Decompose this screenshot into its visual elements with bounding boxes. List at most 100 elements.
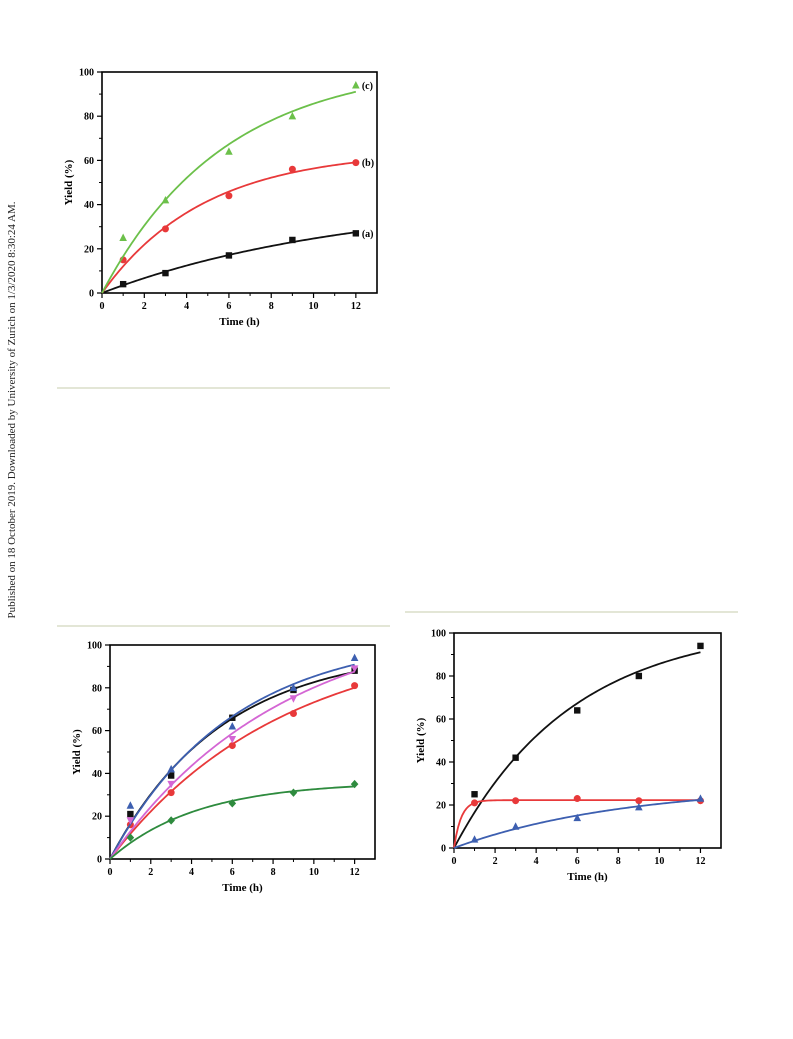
data-point xyxy=(126,801,135,809)
data-point xyxy=(289,236,296,244)
data-point xyxy=(573,795,581,803)
x-axis-label: Time (h) xyxy=(219,316,260,328)
series-line xyxy=(109,670,355,860)
x-tick-label: 4 xyxy=(184,301,189,312)
data-point xyxy=(161,225,169,233)
data-point xyxy=(126,817,135,825)
data-point xyxy=(350,665,359,673)
x-tick-label: 6 xyxy=(575,856,580,867)
data-point xyxy=(635,672,643,680)
x-tick-label: 0 xyxy=(452,856,457,867)
y-tick-label: 40 xyxy=(436,758,446,769)
data-point xyxy=(288,165,296,173)
x-axis-label: Time (h) xyxy=(222,882,263,894)
data-point xyxy=(352,230,360,237)
y-tick-label: 0 xyxy=(441,844,446,855)
y-tick-label: 80 xyxy=(84,112,94,123)
x-tick-label: 8 xyxy=(269,301,274,312)
data-point xyxy=(573,813,582,822)
x-tick-label: 12 xyxy=(350,867,360,878)
series-line xyxy=(101,161,356,294)
data-point xyxy=(225,252,233,259)
data-point xyxy=(228,722,237,730)
data-point xyxy=(167,764,175,773)
series-label: (a) xyxy=(362,229,374,240)
data-point xyxy=(471,799,479,807)
x-tick-label: 2 xyxy=(148,867,153,878)
x-tick-label: 0 xyxy=(100,301,105,312)
y-axis-label: Yield (%) xyxy=(415,717,427,763)
data-point xyxy=(167,780,175,789)
data-point xyxy=(289,709,297,717)
y-tick-label: 20 xyxy=(92,812,102,823)
data-point xyxy=(350,653,359,662)
data-point xyxy=(352,159,360,167)
x-tick-label: 10 xyxy=(309,301,319,312)
data-point xyxy=(228,735,237,744)
data-point xyxy=(167,772,175,779)
y-tick-label: 20 xyxy=(84,244,94,255)
x-tick-label: 6 xyxy=(226,301,231,312)
data-point xyxy=(289,788,298,797)
y-tick-label: 0 xyxy=(89,289,94,300)
y-tick-label: 100 xyxy=(87,641,102,652)
y-tick-label: 60 xyxy=(436,715,446,726)
x-tick-label: 12 xyxy=(695,856,705,867)
data-point xyxy=(228,799,237,808)
plot-frame xyxy=(453,632,722,849)
y-tick-label: 0 xyxy=(97,855,102,866)
y-tick-label: 80 xyxy=(436,672,446,683)
data-point xyxy=(471,791,478,798)
data-point xyxy=(161,195,170,204)
data-point xyxy=(288,112,297,120)
y-axis-label: Yield (%) xyxy=(63,159,75,205)
data-point xyxy=(225,147,233,155)
x-tick-label: 10 xyxy=(309,867,319,878)
data-point xyxy=(635,802,643,811)
divider-middle-right xyxy=(405,611,738,613)
x-tick-label: 6 xyxy=(230,867,235,878)
data-point xyxy=(697,642,704,650)
divider-middle-left xyxy=(57,625,390,627)
data-point xyxy=(512,754,519,761)
data-point xyxy=(512,797,520,805)
data-point xyxy=(228,742,236,750)
data-point xyxy=(574,707,581,714)
x-tick-label: 8 xyxy=(271,867,276,878)
series-line xyxy=(109,663,355,860)
y-tick-label: 40 xyxy=(92,769,102,780)
data-point xyxy=(289,683,298,691)
y-tick-label: 20 xyxy=(436,801,446,812)
data-point xyxy=(470,835,479,843)
series-label: (c) xyxy=(362,81,373,92)
y-tick-label: 80 xyxy=(92,683,102,694)
data-point xyxy=(119,233,127,241)
x-tick-label: 0 xyxy=(108,867,113,878)
data-point xyxy=(126,833,135,842)
y-tick-label: 40 xyxy=(84,200,94,211)
y-tick-label: 60 xyxy=(84,156,94,167)
data-point xyxy=(511,822,520,830)
data-point xyxy=(351,682,359,690)
data-point xyxy=(225,192,233,200)
series-label: (b) xyxy=(362,158,374,169)
series-line xyxy=(453,798,701,849)
data-point xyxy=(635,797,643,805)
data-point xyxy=(162,269,169,277)
x-tick-label: 8 xyxy=(616,856,621,867)
data-point xyxy=(119,280,127,288)
data-point xyxy=(167,816,175,825)
x-tick-label: 2 xyxy=(142,301,147,312)
x-tick-label: 4 xyxy=(189,867,194,878)
x-tick-label: 4 xyxy=(534,856,539,867)
data-point xyxy=(696,794,705,802)
data-point xyxy=(229,714,236,721)
series-line xyxy=(453,651,701,849)
data-point xyxy=(289,695,298,703)
data-point xyxy=(350,779,359,789)
y-tick-label: 100 xyxy=(79,68,94,79)
y-tick-label: 60 xyxy=(92,726,102,737)
